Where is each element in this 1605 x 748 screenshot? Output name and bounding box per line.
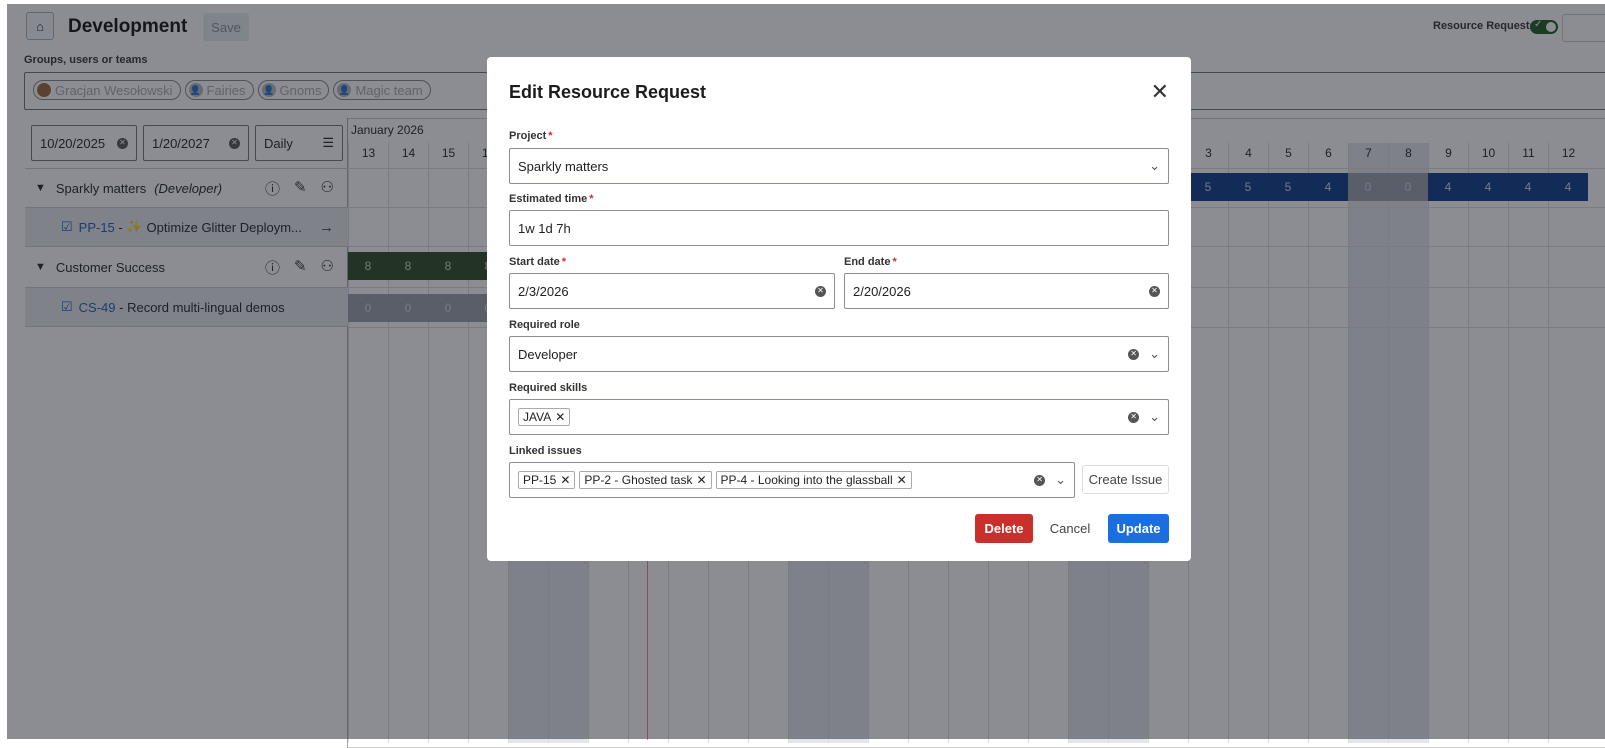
clear-icon[interactable]: ✕ <box>1034 474 1046 486</box>
linked-issues-label: Linked issues <box>509 445 582 457</box>
role-label: Required role <box>509 319 580 331</box>
issue-tag: PP-15 ✕ <box>518 471 576 489</box>
end-date-value: 2/20/2026 <box>853 283 911 299</box>
start-date-input[interactable]: 2/3/2026 ✕ <box>509 273 835 309</box>
chevron-down-icon: ⌄ <box>1149 158 1160 173</box>
end-date-label: End date * <box>844 256 897 268</box>
remove-icon[interactable]: ✕ <box>560 473 571 487</box>
delete-button[interactable]: Delete <box>975 514 1033 543</box>
start-date-label: Start date * <box>509 256 567 268</box>
update-button[interactable]: Update <box>1108 514 1169 543</box>
remove-icon[interactable]: ✕ <box>696 473 707 487</box>
chevron-down-icon[interactable]: ⌄ <box>1055 472 1066 487</box>
role-value: Developer <box>518 346 578 362</box>
close-icon[interactable]: ✕ <box>1150 79 1169 104</box>
clear-icon[interactable]: ✕ <box>1128 348 1140 360</box>
clear-icon[interactable]: ✕ <box>1128 411 1140 423</box>
cancel-button[interactable]: Cancel <box>1049 521 1091 536</box>
chevron-down-icon[interactable]: ⌄ <box>1149 346 1160 361</box>
remove-icon[interactable]: ✕ <box>555 410 566 424</box>
end-date-input[interactable]: 2/20/2026 ✕ <box>844 273 1169 309</box>
skill-tag: JAVA ✕ <box>518 408 571 426</box>
required-role-select[interactable]: Developer ✕ ⌄ <box>509 336 1169 372</box>
project-label: Project * <box>509 130 553 142</box>
skills-label: Required skills <box>509 382 588 394</box>
clear-icon[interactable]: ✕ <box>815 285 826 297</box>
clear-icon[interactable]: ✕ <box>1149 285 1160 297</box>
project-select[interactable]: Sparkly matters ⌄ <box>509 148 1169 184</box>
issue-tag: PP-2 - Ghosted task ✕ <box>579 471 712 489</box>
estimate-label: Estimated time * <box>509 193 594 205</box>
edit-resource-request-dialog: Edit Resource Request ✕ Project * Sparkly… <box>487 57 1191 561</box>
estimate-value: 1w 1d 7h <box>518 220 571 236</box>
issue-tag: PP-4 - Looking into the glassball ✕ <box>715 471 912 489</box>
dialog-title: Edit Resource Request <box>509 82 707 102</box>
create-issue-button[interactable]: Create Issue <box>1082 465 1169 494</box>
linked-issues-select[interactable]: PP-15 ✕ PP-2 - Ghosted task ✕ PP-4 - Looki… <box>509 462 1075 498</box>
required-skills-select[interactable]: JAVA ✕ ✕ ⌄ <box>509 399 1169 435</box>
project-value: Sparkly matters <box>518 158 609 174</box>
remove-icon[interactable]: ✕ <box>896 473 907 487</box>
chevron-down-icon[interactable]: ⌄ <box>1149 409 1160 424</box>
estimated-time-input[interactable]: 1w 1d 7h <box>509 210 1169 246</box>
start-date-value: 2/3/2026 <box>518 283 569 299</box>
